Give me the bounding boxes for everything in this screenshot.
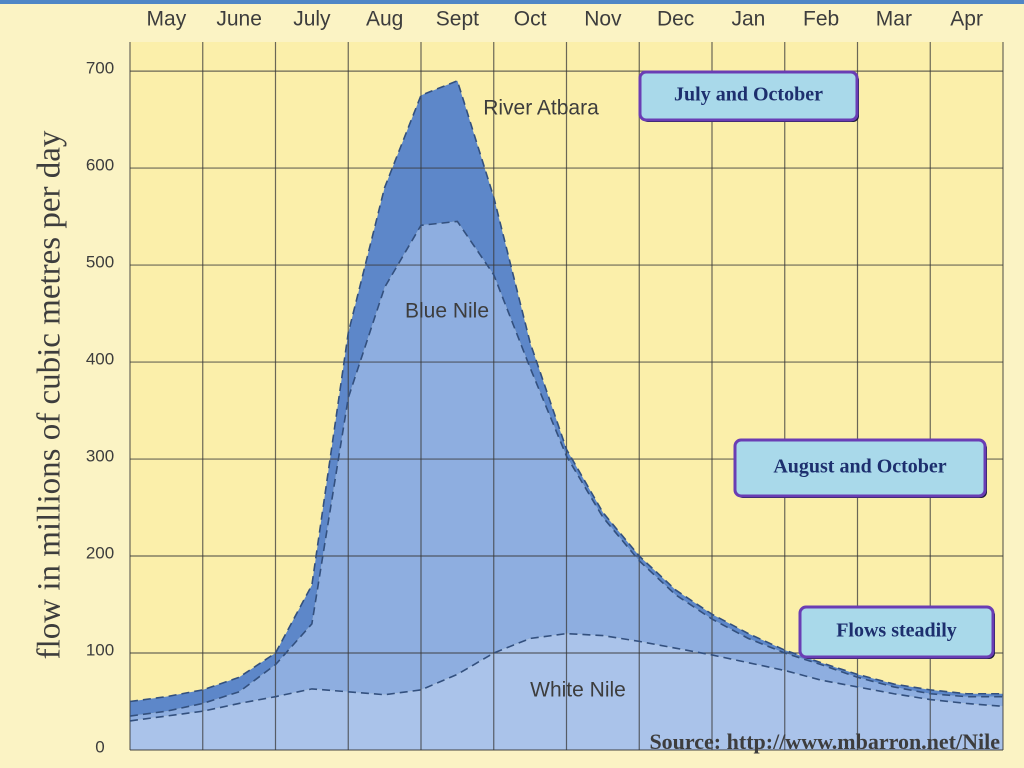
series-label: Blue Nile (405, 300, 489, 323)
annotation-box (798, 605, 995, 659)
series-label: River Atbara (483, 97, 599, 120)
annotation-text: July and October (674, 84, 823, 106)
y-tick-label: 700 (86, 59, 114, 78)
x-tick-label: Mar (876, 8, 912, 31)
annotations: July and October August and October Flows … (638, 70, 995, 659)
y-tick-label: 200 (86, 544, 114, 563)
y-axis-label: flow in millions of cubic metres per day (32, 130, 68, 659)
y-tick-label: 400 (86, 350, 114, 369)
annotation-text: August and October (773, 456, 946, 478)
x-tick-label: Dec (657, 8, 694, 31)
annotation-box (638, 70, 859, 122)
top-rule (0, 0, 1024, 4)
x-tick-label: May (147, 8, 187, 31)
annotation-text: Flows steadily (836, 620, 957, 642)
x-tick-label: Apr (950, 8, 983, 31)
y-tick-label: 300 (86, 447, 114, 466)
area-edge (129, 220, 1003, 717)
y-tick-label: 100 (86, 640, 114, 659)
plot (129, 42, 1004, 751)
source: Source: http://www.mbarron.net/Nile (649, 729, 1000, 754)
y-tick-label: 500 (86, 253, 114, 272)
x-tick-label: Oct (514, 8, 547, 31)
x-tick-label: June (216, 8, 262, 31)
x-tick-label: Feb (803, 8, 839, 31)
annotation-box (733, 438, 987, 498)
x-tick-label: July (293, 8, 331, 31)
x-tick-label: Sept (436, 8, 479, 31)
y-tick-label: 0 (95, 737, 104, 756)
x-tick-label: Aug (366, 8, 403, 31)
area-edge (129, 632, 1004, 722)
series-label: White Nile (530, 679, 626, 702)
y-tick-label: 600 (86, 156, 114, 175)
area-edge (129, 79, 1003, 703)
x-tick-label: Jan (731, 8, 765, 31)
x-tick-label: Nov (584, 8, 622, 31)
